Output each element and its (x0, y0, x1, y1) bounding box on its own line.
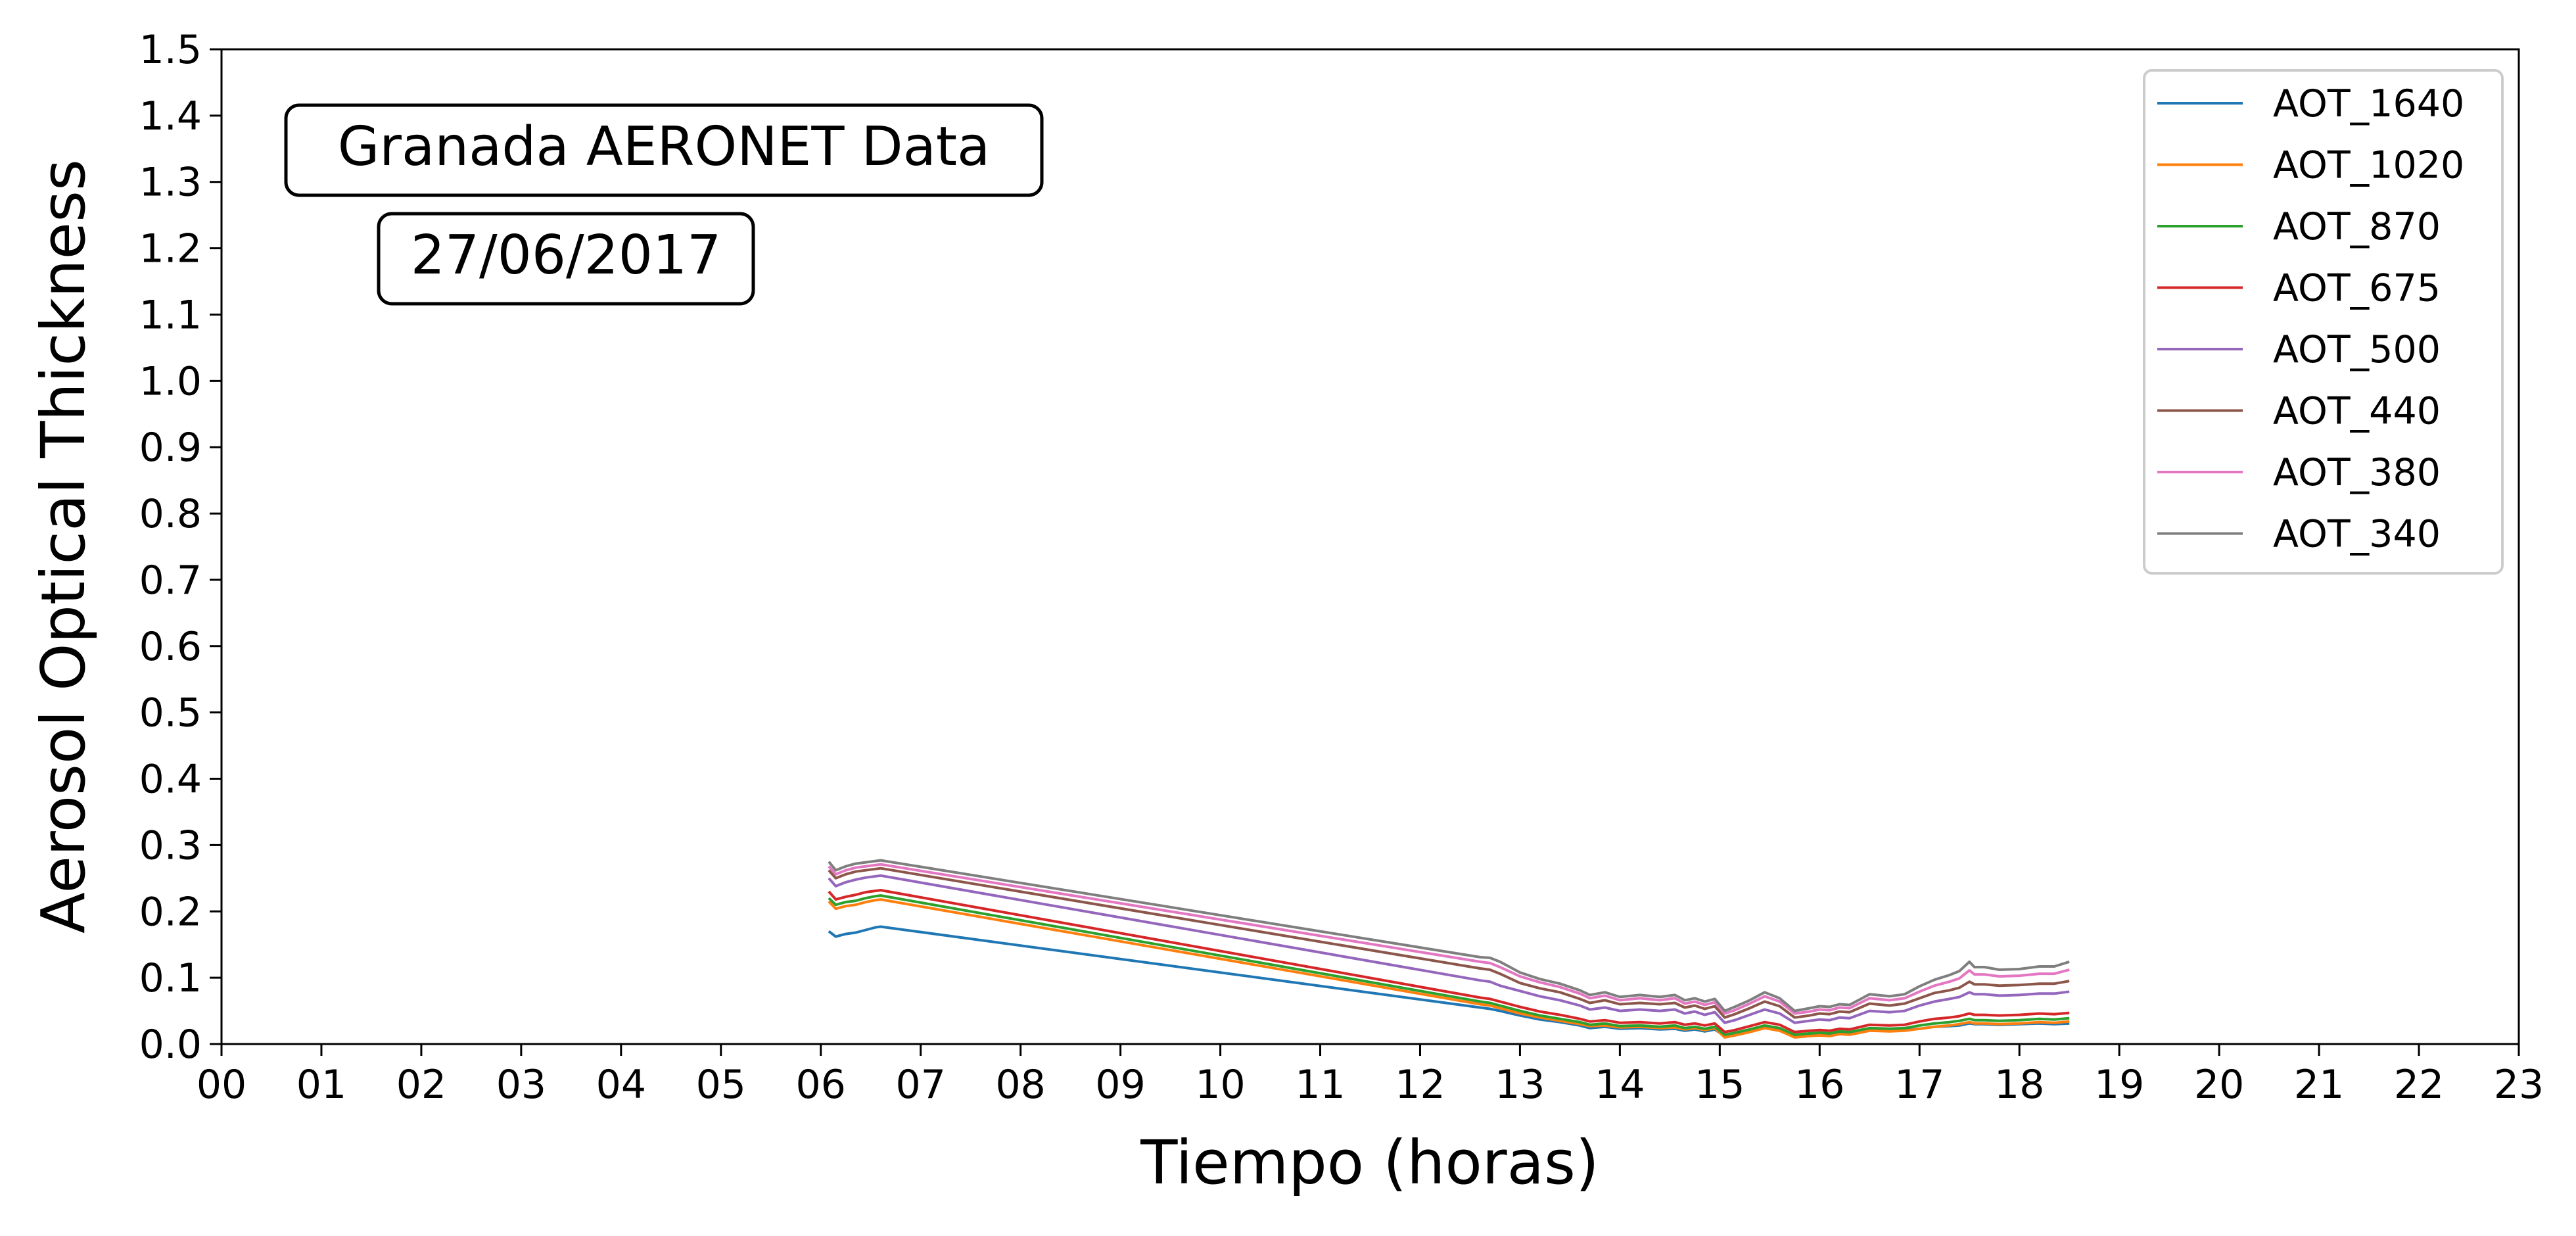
y-tick-label: 0.5 (139, 690, 202, 736)
x-tick-label: 09 (1095, 1062, 1145, 1108)
y-tick-label: 1.0 (139, 358, 202, 404)
plot-frame (220, 48, 2520, 1045)
x-tick-label: 02 (396, 1062, 446, 1108)
x-axis-label: Tiempo (horas) (1140, 1128, 1599, 1198)
legend-frame (2143, 69, 2504, 575)
x-tick-label: 17 (1894, 1062, 1944, 1108)
y-tick-label: 1.3 (139, 160, 202, 206)
series-line-aot-440 (828, 867, 2070, 1019)
y-tick-label: 0.7 (139, 558, 202, 604)
y-tick-label: 0.0 (139, 1022, 202, 1068)
x-tick-label: 22 (2394, 1062, 2444, 1108)
x-tick-label: 13 (1495, 1062, 1545, 1108)
x-tick-label: 04 (596, 1062, 646, 1108)
x-tick-label: 00 (197, 1062, 246, 1108)
date-annotation: 27/06/2017 (411, 224, 722, 287)
y-tick-label: 1.4 (139, 93, 202, 139)
x-tick-label: 16 (1794, 1062, 1844, 1108)
x-tick-label: 03 (496, 1062, 546, 1108)
legend-label: AOT_675 (2273, 267, 2441, 310)
x-tick-label: 07 (896, 1062, 946, 1108)
legend-label: AOT_870 (2273, 205, 2441, 249)
y-tick-label: 0.3 (139, 822, 202, 868)
series-line-aot-870 (828, 894, 2070, 1036)
y-axis-ticks: 0.0 0.1 0.2 0.3 0.4 0.5 0.6 0.7 0.8 0.9 1.0 1.1 1.2 1… (139, 27, 222, 1068)
y-tick-label: 0.2 (139, 889, 202, 935)
x-tick-label: 21 (2294, 1062, 2344, 1108)
title-annotation-box: Granada AERONET Data (284, 103, 1044, 197)
x-tick-label: 12 (1395, 1062, 1445, 1108)
y-tick-label: 0.8 (139, 491, 202, 537)
legend-label: AOT_440 (2273, 390, 2441, 433)
series-line-aot-500 (828, 874, 2070, 1024)
legend-label: AOT_380 (2273, 451, 2441, 494)
series-line-aot-380 (828, 863, 2070, 1015)
x-tick-label: 18 (1994, 1062, 2044, 1108)
legend-label: AOT_1640 (2273, 82, 2464, 126)
x-tick-label: 20 (2194, 1062, 2244, 1108)
y-tick-label: 1.1 (139, 292, 202, 338)
x-tick-label: 23 (2494, 1062, 2544, 1108)
legend: AOT_1640 AOT_1020 AOT_870 AOT_675 AOT_500 AOT… (2143, 69, 2504, 575)
series-line-aot-1020 (828, 898, 2070, 1039)
y-tick-label: 0.1 (139, 955, 202, 1001)
legend-label: AOT_340 (2273, 513, 2441, 556)
y-tick-label: 1.5 (139, 27, 202, 73)
y-tick-label: 0.9 (139, 425, 202, 471)
x-tick-label: 05 (696, 1062, 746, 1108)
y-axis-label: Aerosol Optical Thickness (28, 159, 99, 934)
x-tick-label: 14 (1595, 1062, 1645, 1108)
x-tick-label: 19 (2094, 1062, 2144, 1108)
series-line-aot-340 (828, 859, 2070, 1012)
y-tick-label: 0.4 (139, 757, 202, 803)
y-tick-label: 0.6 (139, 624, 202, 670)
legend-label: AOT_1020 (2273, 144, 2464, 187)
series-line-aot-675 (828, 889, 2070, 1034)
x-tick-label: 01 (296, 1062, 346, 1108)
title-annotation: Granada AERONET Data (338, 116, 991, 178)
x-tick-label: 10 (1195, 1062, 1245, 1108)
legend-label: AOT_500 (2273, 328, 2441, 371)
series-layer (828, 859, 2070, 1039)
date-annotation-box: 27/06/2017 (377, 212, 755, 306)
x-axis-ticks: 00 01 02 03 04 05 06 07 08 09 10 11 12 13 14 15 16 17 18 19… (197, 1044, 2544, 1108)
x-tick-label: 08 (995, 1062, 1045, 1108)
x-tick-label: 15 (1695, 1062, 1745, 1108)
x-tick-label: 11 (1295, 1062, 1345, 1108)
x-tick-label: 06 (796, 1062, 846, 1108)
y-tick-label: 1.2 (139, 226, 202, 272)
